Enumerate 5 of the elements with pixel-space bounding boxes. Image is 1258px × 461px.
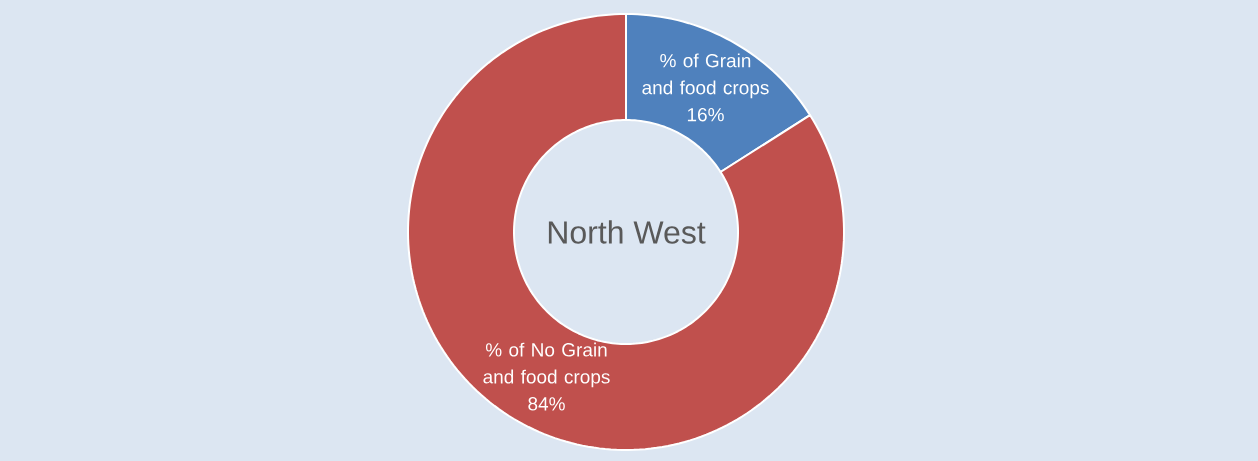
data-label: 84%	[528, 397, 565, 411]
slice-label: % of Grain and food crops	[642, 53, 769, 99]
text: North West	[548, 220, 706, 244]
slice-label: % of No Grain and food crops	[483, 342, 610, 388]
data-label: 16%	[687, 107, 724, 122]
